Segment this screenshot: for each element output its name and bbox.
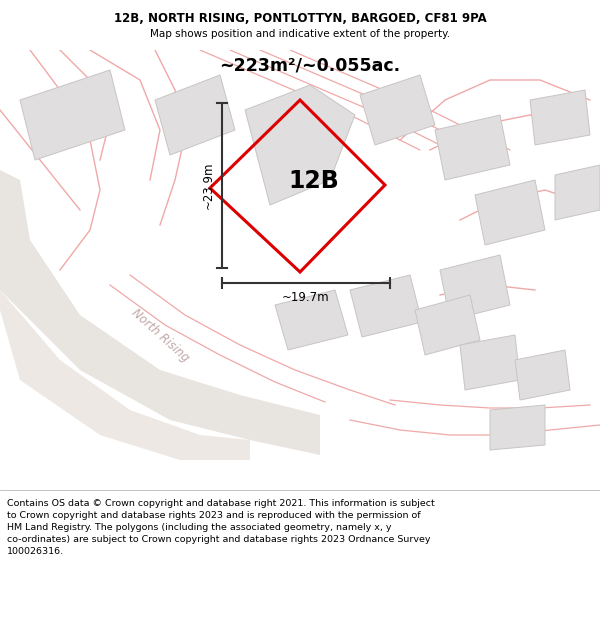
Polygon shape — [155, 75, 235, 155]
Text: Map shows position and indicative extent of the property.: Map shows position and indicative extent… — [150, 29, 450, 39]
Polygon shape — [555, 165, 600, 220]
Polygon shape — [530, 90, 590, 145]
Text: 12B: 12B — [289, 169, 339, 193]
Text: Contains OS data © Crown copyright and database right 2021. This information is : Contains OS data © Crown copyright and d… — [7, 499, 435, 556]
Text: North Rising: North Rising — [129, 306, 191, 364]
Polygon shape — [360, 75, 435, 145]
Polygon shape — [435, 115, 510, 180]
Polygon shape — [415, 295, 480, 355]
Text: ~223m²/~0.055ac.: ~223m²/~0.055ac. — [220, 57, 401, 75]
Polygon shape — [350, 275, 422, 337]
Polygon shape — [490, 405, 545, 450]
Polygon shape — [245, 85, 355, 205]
Polygon shape — [0, 170, 320, 455]
Polygon shape — [515, 350, 570, 400]
Polygon shape — [20, 70, 125, 160]
Polygon shape — [275, 290, 348, 350]
Polygon shape — [475, 180, 545, 245]
Polygon shape — [460, 335, 520, 390]
Polygon shape — [440, 255, 510, 320]
Text: ~23.9m: ~23.9m — [202, 162, 215, 209]
Polygon shape — [0, 290, 250, 460]
Text: 12B, NORTH RISING, PONTLOTTYN, BARGOED, CF81 9PA: 12B, NORTH RISING, PONTLOTTYN, BARGOED, … — [113, 12, 487, 26]
Text: ~19.7m: ~19.7m — [282, 291, 330, 304]
